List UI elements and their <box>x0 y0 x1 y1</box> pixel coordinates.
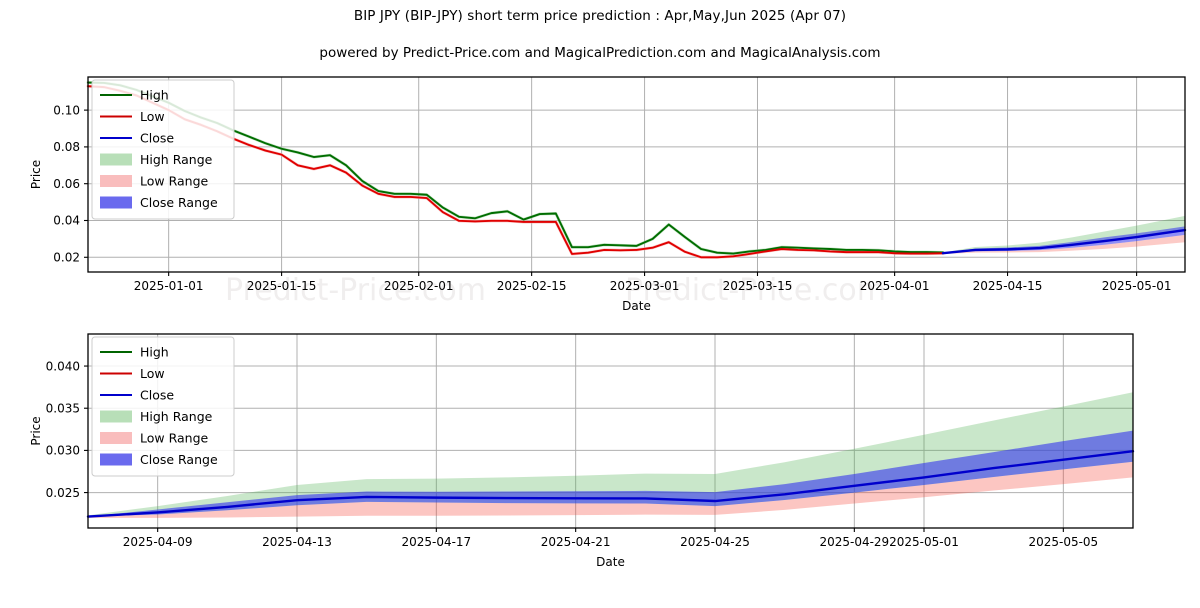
x-tick-label: 2025-02-01 <box>384 279 454 293</box>
x-tick-label: 2025-03-15 <box>723 279 793 293</box>
x-tick-label: 2025-01-01 <box>134 279 204 293</box>
page-title: BIP JPY (BIP-JPY) short term price predi… <box>353 8 847 24</box>
x-axis-title: Date <box>596 555 625 569</box>
y-tick-label: 0.08 <box>53 140 80 154</box>
close-range-band <box>88 430 1133 517</box>
legend-label: High Range <box>140 152 213 167</box>
x-tick-label: 2025-04-29 <box>819 535 889 549</box>
y-tick-label: 0.025 <box>46 486 80 500</box>
x-tick-label: 2025-03-01 <box>610 279 680 293</box>
y-tick-label: 0.10 <box>53 103 80 117</box>
low-range-band <box>943 234 1185 254</box>
legend-swatch-band <box>100 410 132 423</box>
y-tick-label: 0.035 <box>46 401 80 415</box>
close-line <box>86 450 1135 518</box>
legend-swatch-band <box>100 196 132 209</box>
x-tick-label: 2025-05-05 <box>1028 535 1098 549</box>
x-tick-label: 2025-02-15 <box>497 279 567 293</box>
legend-label: Low Range <box>140 430 209 445</box>
watermark-text: Predict-Price.com <box>225 273 486 308</box>
y-tick-label: 0.040 <box>46 359 80 373</box>
legend-label: High Range <box>140 409 213 424</box>
legend-label: Close Range <box>140 452 218 467</box>
legend-label: Low Range <box>140 173 209 188</box>
watermark-text: Predict-Price.com <box>625 273 886 308</box>
close-line <box>941 228 1187 255</box>
forecast-detail-chart: Predict-Price.comPredict-Price.com0.0250… <box>29 333 1135 569</box>
x-tick-label: 2025-04-01 <box>860 279 930 293</box>
y-axis-title: Price <box>29 416 43 445</box>
legend-label: High <box>140 87 169 102</box>
y-tick-label: 0.06 <box>53 177 80 191</box>
overview-chart: Predict-Price.comPredict-Price.comPredic… <box>29 76 1187 313</box>
legend-label: Low <box>140 366 165 381</box>
x-axis-title: Date <box>622 299 651 313</box>
legend-label: Close Range <box>140 195 218 210</box>
x-tick-label: 2025-04-13 <box>262 535 332 549</box>
legend-swatch-band <box>100 153 132 166</box>
legend-swatch-band <box>100 432 132 444</box>
plot-frame <box>87 76 1186 273</box>
x-tick-label: 2025-05-01 <box>889 535 959 549</box>
plot-frame <box>87 333 1134 529</box>
legend-label: Low <box>140 109 165 124</box>
x-tick-label: 2025-04-21 <box>541 535 611 549</box>
y-axis-title: Price <box>29 160 43 189</box>
x-tick-label: 2025-04-15 <box>973 279 1043 293</box>
plot-background <box>88 77 1185 272</box>
y-tick-label: 0.02 <box>53 250 80 264</box>
legend-label: Close <box>140 387 174 402</box>
low-range-band <box>88 461 1133 518</box>
y-tick-label: 0.030 <box>46 444 80 458</box>
y-tick-label: 0.04 <box>53 214 80 228</box>
legend-label: High <box>140 344 169 359</box>
x-tick-label: 2025-04-17 <box>401 535 471 549</box>
x-tick-label: 2025-04-09 <box>123 535 193 549</box>
x-tick-label: 2025-04-25 <box>680 535 750 549</box>
legend-swatch-band <box>100 453 132 466</box>
x-tick-label: 2025-05-01 <box>1102 279 1172 293</box>
legend-swatch-band <box>100 175 132 187</box>
x-tick-label: 2025-01-15 <box>247 279 317 293</box>
page-subtitle: powered by Predict-Price.com and Magical… <box>319 45 881 61</box>
legend-label: Close <box>140 130 174 145</box>
